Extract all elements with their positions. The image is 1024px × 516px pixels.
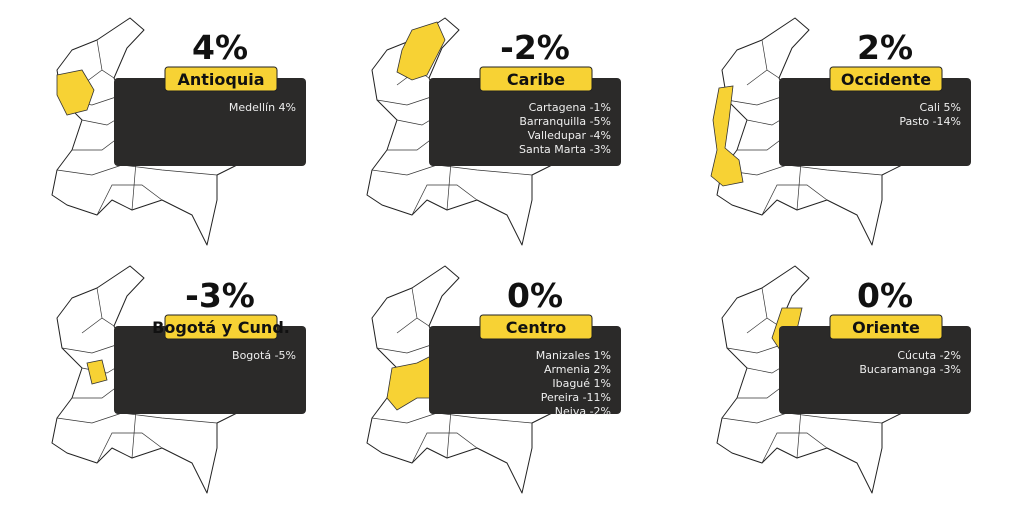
- region-name: Oriente: [852, 318, 920, 337]
- region-change: 4%: [192, 28, 248, 67]
- region-label-box: [829, 314, 943, 340]
- info-box: [429, 326, 621, 414]
- info-box: [429, 78, 621, 166]
- info-box: [114, 326, 306, 414]
- info-box: [779, 78, 971, 166]
- city-change: Cúcuta -2%: [897, 349, 961, 362]
- city-change: Neiva -2%: [555, 405, 611, 418]
- city-change: Cali 5%: [920, 101, 961, 114]
- region-panel: 0% Oriente Cúcuta -2%Bucaramanga -3%: [716, 265, 971, 494]
- region-label-box: [479, 314, 593, 340]
- city-change: Valledupar -4%: [528, 129, 611, 142]
- region-label-box: [164, 314, 278, 340]
- region-highlight: [710, 85, 744, 187]
- region-highlight: [396, 21, 446, 81]
- region-label-box: [479, 66, 593, 92]
- region-panel: -3% Bogotá y Cund. Bogotá -5%: [51, 265, 306, 494]
- city-change: Pasto -14%: [899, 115, 961, 128]
- region-name: Bogotá y Cund.: [152, 318, 290, 337]
- city-change: Pereira -11%: [541, 391, 611, 404]
- info-box: [114, 78, 306, 166]
- city-change: Santa Marta -3%: [519, 143, 611, 156]
- city-change: Barranquilla -5%: [519, 115, 611, 128]
- region-label-box: [829, 66, 943, 92]
- region-panel: 2% Occidente Cali 5%Pasto -14%: [710, 17, 971, 246]
- region-panel: -2% Caribe Cartagena -1%Barranquilla -5%Va…: [366, 17, 621, 246]
- region-change: 2%: [857, 28, 913, 67]
- region-panel: 4% Antioquia Medellín 4%: [51, 17, 306, 246]
- city-change: Manizales 1%: [536, 349, 611, 362]
- region-change: 0%: [857, 276, 913, 315]
- info-box: [779, 326, 971, 414]
- region-highlight: [56, 69, 95, 116]
- region-name: Occidente: [841, 70, 931, 89]
- region-change: -2%: [500, 28, 570, 67]
- region-name: Antioquia: [177, 70, 264, 89]
- region-panel: 0% Centro Manizales 1%Armenia 2%Ibagué 1%P…: [366, 265, 621, 494]
- city-change: Cartagena -1%: [529, 101, 611, 114]
- region-change: 0%: [507, 276, 563, 315]
- region-name: Caribe: [507, 70, 565, 89]
- city-change: Armenia 2%: [544, 363, 611, 376]
- city-change: Bogotá -5%: [232, 349, 296, 362]
- region-highlight: [86, 359, 108, 385]
- region-label-box: [164, 66, 278, 92]
- city-change: Bucaramanga -3%: [859, 363, 961, 376]
- region-change: -3%: [185, 276, 255, 315]
- city-change: Ibagué 1%: [552, 377, 611, 390]
- city-change: Medellín 4%: [229, 101, 296, 114]
- region-name: Centro: [506, 318, 567, 337]
